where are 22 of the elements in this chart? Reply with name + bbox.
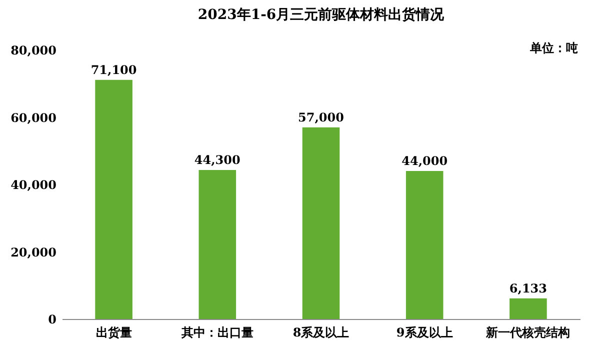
data-label: 44,300 bbox=[194, 153, 240, 168]
x-tick-label: 出货量 bbox=[96, 326, 132, 340]
y-tick-label: 80,000 bbox=[10, 44, 56, 58]
bar bbox=[198, 170, 236, 319]
x-tick-label: 8系及以上 bbox=[292, 326, 350, 340]
y-tick-label: 0 bbox=[48, 312, 56, 326]
y-tick-label: 20,000 bbox=[10, 245, 56, 260]
bar bbox=[302, 127, 340, 319]
y-tick-label: 40,000 bbox=[10, 178, 56, 192]
data-label: 71,100 bbox=[90, 62, 137, 77]
x-tick-label: 新一代核壳结构 bbox=[485, 326, 570, 340]
bar bbox=[95, 80, 132, 319]
data-label: 57,000 bbox=[298, 110, 344, 124]
x-tick-label: 9系及以上 bbox=[396, 326, 453, 340]
x-tick-label: 其中：出口量 bbox=[180, 326, 254, 340]
data-label: 6,133 bbox=[509, 281, 547, 296]
y-tick-label: 60,000 bbox=[10, 110, 56, 125]
bar bbox=[406, 171, 444, 319]
data-label: 44,000 bbox=[402, 154, 448, 168]
chart-title: 2023年1-6月三元前驱体材料出货情况 bbox=[198, 7, 446, 23]
bar bbox=[510, 298, 547, 319]
annotation: 单位：吨 bbox=[530, 40, 578, 57]
